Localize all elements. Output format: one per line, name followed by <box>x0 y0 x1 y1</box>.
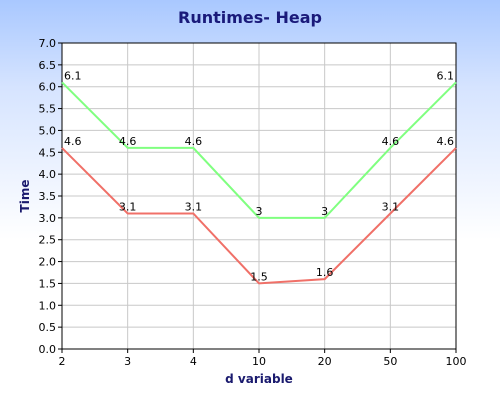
axes: 0.0 0.5 1.0 1.5 2.0 2.5 3.0 3.5 4.0 4.5 5.0 5.5 6.0 6… <box>39 37 467 368</box>
y-tick-label: 3.0 <box>39 212 57 225</box>
series-line-1 <box>61 81 457 219</box>
y-tick-label: 6.0 <box>39 81 57 94</box>
data-label: 4.6 <box>185 135 203 148</box>
x-tick-label: 3 <box>124 355 131 368</box>
y-tick-label: 3.5 <box>39 190 57 203</box>
y-tick-label: 2.5 <box>39 234 57 247</box>
x-tick-label: 100 <box>446 355 467 368</box>
x-axis-label: d variable <box>225 372 293 386</box>
y-tick-label: 0.5 <box>39 321 57 334</box>
data-label: 3 <box>321 205 328 218</box>
chart-title: Runtimes- Heap <box>178 8 322 27</box>
x-tick-label: 2 <box>59 355 66 368</box>
x-tick-label: 20 <box>318 355 332 368</box>
y-tick-label: 4.5 <box>39 146 57 159</box>
x-tick-label: 50 <box>383 355 397 368</box>
data-label: 6.1 <box>437 69 455 82</box>
data-label: 4.6 <box>382 135 400 148</box>
data-label: 4.6 <box>437 135 455 148</box>
y-tick-label: 5.0 <box>39 124 57 137</box>
x-tick-label: 4 <box>190 355 197 368</box>
data-labels: 6.1 4.6 4.6 3 3 4.6 6.1 4.6 3.1 3.1 1.5 1.6 3.1 4.6 <box>64 69 454 283</box>
data-label: 6.1 <box>64 69 82 82</box>
data-label: 4.6 <box>119 135 137 148</box>
data-label: 1.6 <box>316 266 334 279</box>
y-tick-label: 4.0 <box>39 168 57 181</box>
y-tick-label: 7.0 <box>39 37 57 50</box>
y-tick-label: 5.5 <box>39 103 57 116</box>
y-tick-label: 1.5 <box>39 277 57 290</box>
y-tick-label: 6.5 <box>39 59 57 72</box>
plot-border <box>61 42 457 350</box>
data-label: 4.6 <box>64 135 82 148</box>
data-label: 3.1 <box>382 200 400 213</box>
y-tick-label: 0.0 <box>39 343 57 356</box>
series-lines <box>61 81 457 285</box>
data-label: 3.1 <box>185 200 203 213</box>
y-tick-label: 2.0 <box>39 256 57 269</box>
x-tick-label: 10 <box>252 355 266 368</box>
y-tick-label: 1.0 <box>39 299 57 312</box>
data-label: 1.5 <box>250 270 268 283</box>
data-label: 3.1 <box>119 200 137 213</box>
data-label: 3 <box>256 205 263 218</box>
y-axis-label: Time <box>18 180 32 213</box>
series-line-2 <box>61 147 457 285</box>
